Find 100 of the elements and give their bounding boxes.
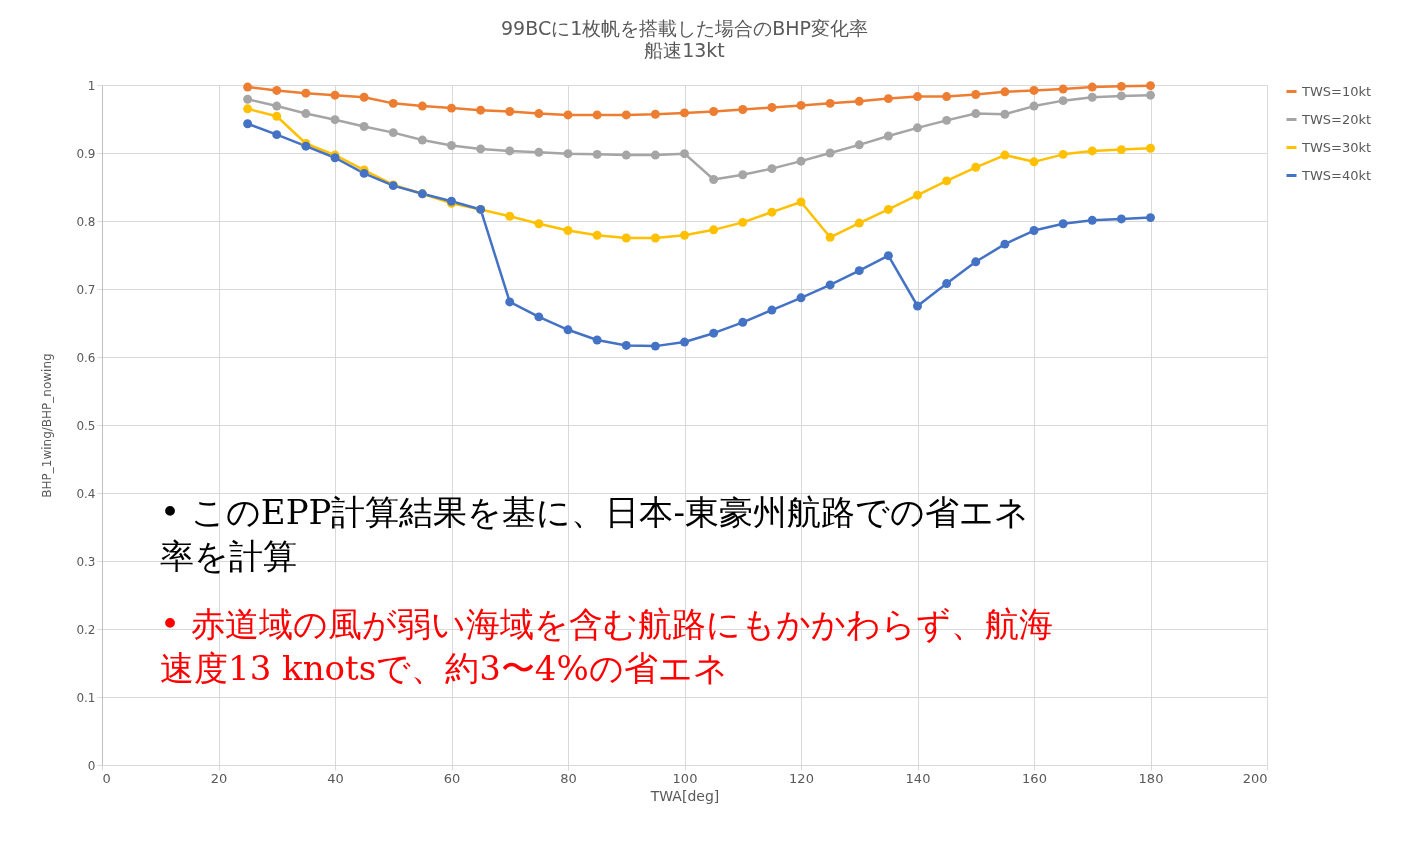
y-tick-label: 0.9	[76, 146, 96, 161]
point	[272, 130, 282, 140]
point	[272, 111, 282, 121]
point	[738, 317, 748, 327]
point	[621, 340, 631, 350]
point	[796, 100, 806, 110]
point	[825, 98, 835, 108]
point	[942, 176, 952, 186]
point	[563, 110, 573, 120]
x-tick-label: 80	[560, 770, 577, 786]
point	[1000, 87, 1010, 97]
point	[767, 164, 777, 174]
point	[709, 175, 719, 184]
point	[243, 104, 253, 114]
point	[330, 115, 340, 125]
point	[971, 257, 981, 267]
point	[1058, 96, 1068, 106]
legend-label: TWS=30kt	[1301, 139, 1372, 155]
point	[796, 293, 806, 303]
chart-title: 99BCに1枚帆を搭載した場合のBHP変化率	[500, 17, 869, 39]
point	[505, 297, 515, 307]
point	[680, 108, 689, 118]
point	[650, 109, 660, 119]
point	[417, 135, 427, 145]
x-tick-label: 60	[443, 770, 461, 786]
point	[534, 219, 544, 229]
point	[767, 305, 777, 315]
point	[1116, 81, 1126, 91]
point	[913, 301, 922, 311]
point	[1116, 214, 1126, 224]
x-tick-label: 100	[672, 770, 698, 786]
point	[1146, 143, 1155, 153]
point	[767, 207, 777, 217]
legend-label: TWS=10kt	[1301, 83, 1372, 99]
point	[680, 337, 689, 347]
point	[243, 119, 253, 129]
point	[650, 150, 660, 160]
point	[1029, 226, 1039, 235]
point	[1146, 213, 1155, 223]
x-axis-title: TWA[deg]	[649, 787, 720, 804]
x-tick-label: 40	[327, 770, 344, 786]
point	[592, 335, 602, 345]
point	[388, 98, 398, 108]
point	[534, 147, 544, 157]
point	[1087, 215, 1097, 225]
point	[388, 128, 398, 138]
point	[1058, 219, 1068, 229]
point	[476, 105, 486, 115]
point	[359, 92, 369, 102]
y-tick-label: 0.3	[76, 554, 96, 569]
point	[1146, 90, 1155, 100]
point	[854, 218, 864, 228]
point	[767, 102, 777, 112]
point	[1087, 146, 1097, 156]
point	[592, 149, 602, 159]
point	[738, 105, 748, 114]
x-tick-label: 160	[1022, 770, 1047, 786]
point	[243, 94, 253, 104]
point	[1029, 101, 1039, 111]
legend-label: TWS=20kt	[1301, 111, 1372, 127]
point	[942, 115, 952, 125]
point	[505, 146, 515, 156]
point	[447, 103, 456, 113]
point	[563, 325, 573, 335]
legend-label: TWS=40kt	[1301, 167, 1372, 183]
point	[680, 149, 689, 159]
point	[301, 88, 311, 98]
point	[534, 109, 544, 119]
point	[854, 140, 864, 150]
y-tick-label: 0.7	[76, 282, 96, 297]
point	[883, 251, 893, 261]
point	[971, 162, 981, 172]
point	[680, 230, 689, 240]
point	[971, 109, 981, 119]
point	[1087, 92, 1097, 102]
x-tick-label: 180	[1138, 770, 1164, 786]
point	[621, 110, 631, 120]
point	[1116, 91, 1126, 101]
point	[825, 280, 835, 290]
y-axis-title: BHP_1wing/BHP_nowing	[40, 353, 55, 498]
y-tick-label: 0.2	[76, 622, 96, 637]
point	[243, 82, 253, 92]
point	[854, 96, 864, 106]
point	[1000, 239, 1010, 249]
point	[1000, 150, 1010, 160]
y-tick-label: 0.8	[76, 214, 96, 229]
point	[883, 204, 893, 214]
point	[1029, 85, 1039, 95]
y-tick-label: 0.6	[76, 350, 96, 365]
point	[505, 107, 515, 116]
y-tick-label: 0.4	[76, 486, 96, 501]
point	[738, 217, 748, 227]
y-tick-label: 0	[87, 758, 96, 773]
point	[1000, 109, 1010, 119]
point	[650, 233, 660, 243]
point	[942, 92, 952, 102]
y-tick-label: 1	[87, 78, 96, 93]
point	[447, 141, 456, 150]
point	[1058, 84, 1068, 94]
point	[621, 150, 631, 160]
